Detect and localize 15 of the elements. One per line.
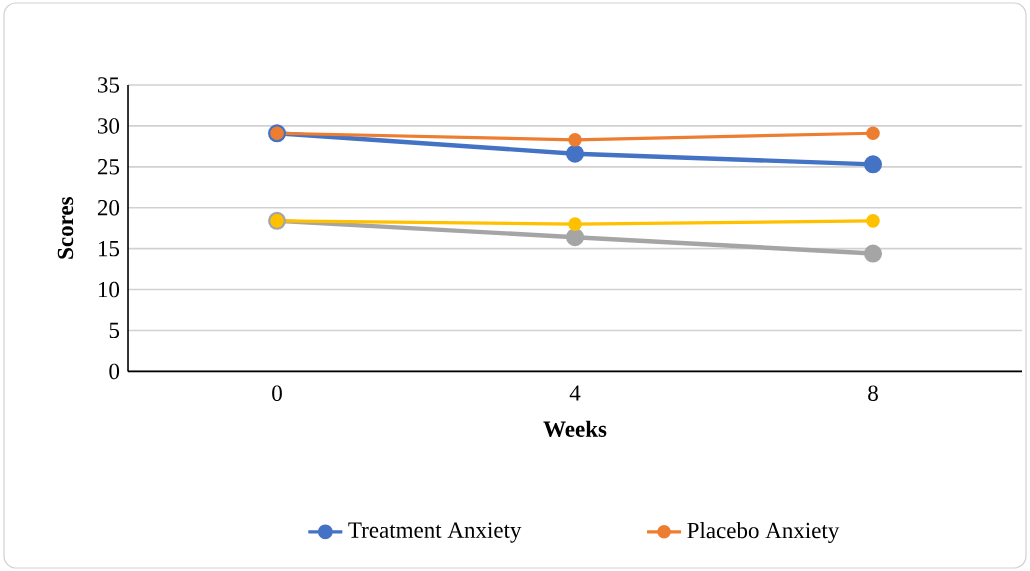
y-tick-label: 15 (98, 240, 120, 257)
legend-label: Placebo Anxiety (687, 522, 840, 543)
y-axis-title: Scores (57, 197, 74, 259)
legend-label: Treatment Anxiety (348, 522, 522, 543)
x-tick-label: 0 (272, 385, 282, 401)
y-tick-label: 10 (98, 281, 120, 298)
x-axis-title: Weeks (543, 420, 607, 438)
x-tick-label: 8 (868, 385, 878, 401)
y-tick-label: 0 (109, 363, 120, 380)
y-tick-label: 5 (109, 322, 120, 339)
x-tick-label: 4 (569, 385, 581, 401)
y-tick-label: 30 (98, 118, 120, 134)
y-tick-label: 20 (97, 199, 120, 216)
y-tick-label: 25 (97, 159, 120, 175)
y-tick-label: 35 (98, 77, 120, 93)
